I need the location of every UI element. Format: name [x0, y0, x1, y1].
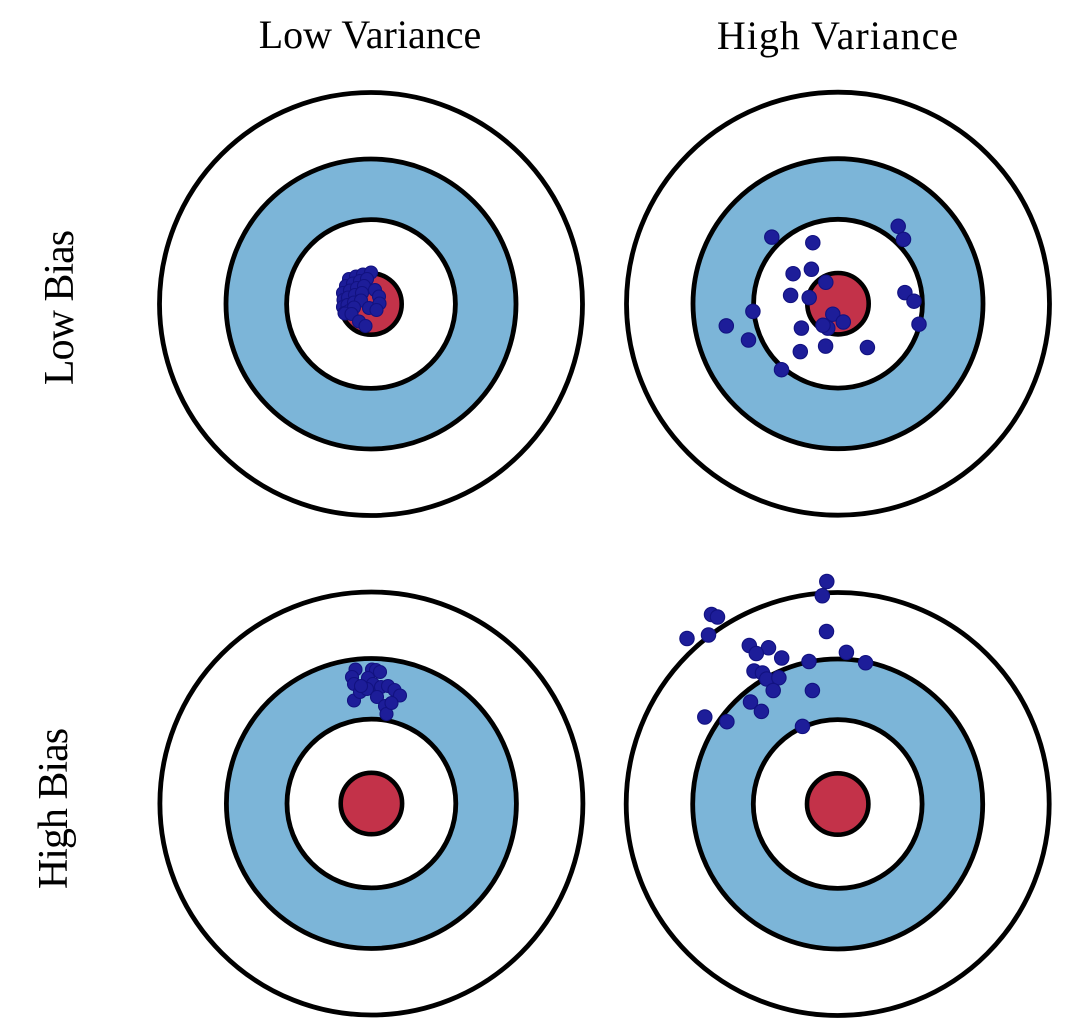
- svg-text:Low Bias: Low Bias: [37, 231, 83, 385]
- svg-text:Low Variance: Low Variance: [259, 12, 482, 57]
- svg-text:High Bias: High Bias: [31, 729, 77, 889]
- svg-text:High Variance: High Variance: [717, 13, 959, 58]
